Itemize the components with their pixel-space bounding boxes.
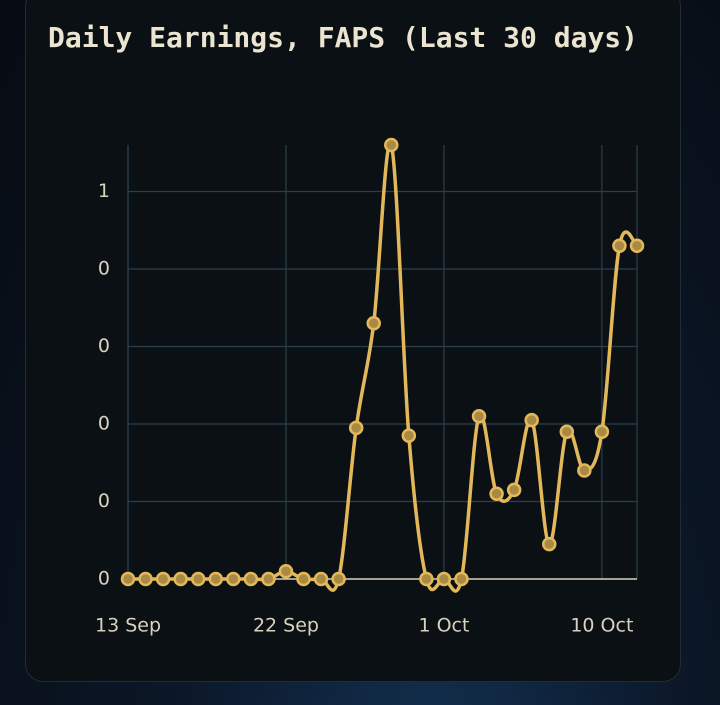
x-tick-label: 22 Sep <box>253 615 319 637</box>
point <box>401 428 417 443</box>
point <box>384 137 399 153</box>
x-tick-label: 10 Oct <box>570 615 633 637</box>
point <box>541 536 557 552</box>
point <box>208 571 224 587</box>
point <box>313 571 329 587</box>
point <box>471 409 487 424</box>
point <box>331 571 346 587</box>
point <box>629 238 645 253</box>
point <box>594 424 610 439</box>
point <box>261 571 276 587</box>
point <box>190 571 206 587</box>
point <box>226 571 241 587</box>
point <box>436 571 452 587</box>
y-tick-label: 0 <box>98 568 110 590</box>
point <box>454 571 469 587</box>
point <box>278 564 294 579</box>
point <box>173 571 188 587</box>
card <box>25 0 681 682</box>
point <box>366 316 381 331</box>
point <box>506 482 522 498</box>
point <box>138 571 153 587</box>
point <box>524 412 539 428</box>
y-tick-label: 1 <box>98 180 110 202</box>
line <box>128 141 639 593</box>
point <box>296 571 311 587</box>
point <box>419 571 434 587</box>
y-tick-label: 0 <box>98 335 110 357</box>
chart-title: Daily Earnings, FAPS (Last 30 days) <box>48 21 639 54</box>
point <box>612 238 627 253</box>
point <box>155 571 171 587</box>
point <box>243 571 259 587</box>
point <box>577 463 592 478</box>
point <box>120 571 136 587</box>
point <box>559 424 575 439</box>
y-tick-label: 0 <box>98 413 110 435</box>
point <box>348 420 364 436</box>
y-tick-label: 0 <box>98 490 110 512</box>
y-tick-label: 0 <box>98 258 110 280</box>
point <box>489 486 504 501</box>
x-tick-label: 1 Oct <box>418 615 469 637</box>
x-tick-label: 13 Sep <box>95 615 161 637</box>
